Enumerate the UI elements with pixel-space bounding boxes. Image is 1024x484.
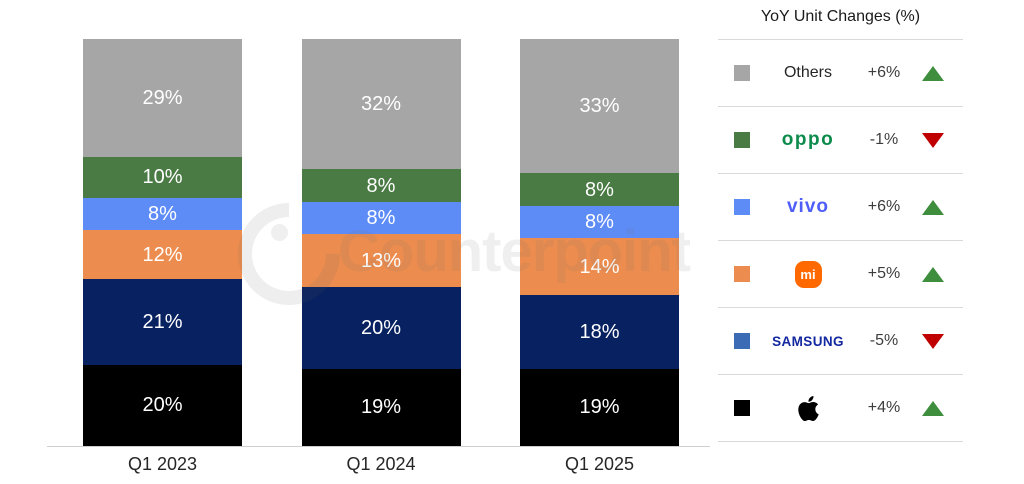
legend-row-others: Others +6% [718,40,963,107]
segment-apple: 20% [83,364,242,446]
others-change-value: +6% [867,64,901,81]
trend-down-icon [922,132,944,148]
bar-q1-2024: 19% 20% 13% 8% 8% 32% [301,39,461,446]
segment-value-label: 14% [579,255,620,278]
segment-value-label: 13% [360,249,402,272]
x-axis-label-q1-2023: Q1 2023 [127,454,198,474]
legend-row-vivo: vivo +6% [718,174,963,241]
segment-xiaomi: 14% [520,238,679,296]
vivo-logo: vivo [786,196,830,217]
vivo-swatch [734,199,750,215]
segment-oppo: 8% [520,173,679,206]
segment-vivo: 8% [520,205,679,239]
trend-up-icon [922,65,944,81]
segment-value-label: 8% [366,174,396,197]
x-axis-labels: Q1 2023 Q1 2024 Q1 2025 [47,454,710,480]
segment-value-label: 32% [360,93,402,116]
samsung-swatch [734,333,750,349]
segment-value-label: 12% [142,243,183,266]
trend-up-icon [922,199,944,215]
segment-value-label: 19% [579,396,620,419]
bar-q1-2023: 20% 21% 12% 8% 10% 29% [83,39,242,446]
xiaomi-mi-logo: mi [794,260,822,288]
plot-area: 20% 21% 12% 8% 10% 29% 19% 20% 13% 8% 8% 32% 19% 18% 1… [47,39,710,447]
segment-value-label: 29% [142,87,183,110]
segment-oppo: 8% [301,169,461,202]
segment-value-label: 19% [360,396,402,419]
legend-row-oppo: oppo -1% [718,107,963,174]
segment-value-label: 10% [142,166,183,189]
segment-apple: 19% [301,368,461,446]
trend-up-icon [922,400,944,416]
segment-samsung: 18% [520,295,679,369]
segment-vivo: 8% [83,197,242,231]
trend-down-icon [922,333,944,349]
oppo-change-value: -1% [869,131,899,148]
segment-value-label: 8% [585,178,614,201]
segment-others: 29% [83,39,242,158]
legend-row-samsung: SAMSUNG -5% [718,308,963,375]
legend-row-apple: +4% [718,375,963,442]
segment-samsung: 20% [301,287,461,369]
segment-xiaomi: 12% [83,230,242,280]
segment-value-label: 20% [142,394,183,417]
segment-samsung: 21% [83,279,242,365]
segment-value-label: 8% [585,211,614,234]
xiaomi-change-value: +5% [867,265,901,282]
segment-apple: 19% [520,368,679,446]
others-label: Others [783,64,832,81]
x-axis-label-q1-2024: Q1 2024 [346,454,416,474]
legend-panel: YoY Unit Changes (%) Others +6% oppo -1%… [718,0,963,442]
apple-logo-icon [797,395,819,421]
samsung-logo: SAMSUNG [772,333,844,349]
x-axis-label-q1-2025: Q1 2025 [564,454,635,474]
xiaomi-swatch [734,266,750,282]
segment-oppo: 10% [83,157,242,198]
oppo-swatch [734,132,750,148]
trend-up-icon [922,266,944,282]
segment-vivo: 8% [301,201,461,235]
segment-value-label: 18% [579,321,620,344]
others-swatch [734,65,750,81]
samsung-change-value: -5% [869,332,899,349]
legend-title: YoY Unit Changes (%) [718,0,963,40]
segment-others: 32% [301,39,461,170]
segment-others: 33% [520,39,679,174]
segment-value-label: 8% [148,203,177,226]
segment-value-label: 33% [579,95,620,118]
segment-value-label: 21% [142,310,183,333]
legend-row-xiaomi: mi +5% [718,241,963,308]
segment-xiaomi: 13% [301,234,461,288]
apple-change-value: +4% [867,399,901,416]
vivo-change-value: +6% [867,198,901,215]
apple-swatch [734,400,750,416]
segment-value-label: 20% [360,316,402,339]
oppo-logo: oppo [781,129,835,150]
segment-value-label: 8% [366,207,396,230]
bar-q1-2025: 19% 18% 14% 8% 8% 33% [520,39,679,446]
